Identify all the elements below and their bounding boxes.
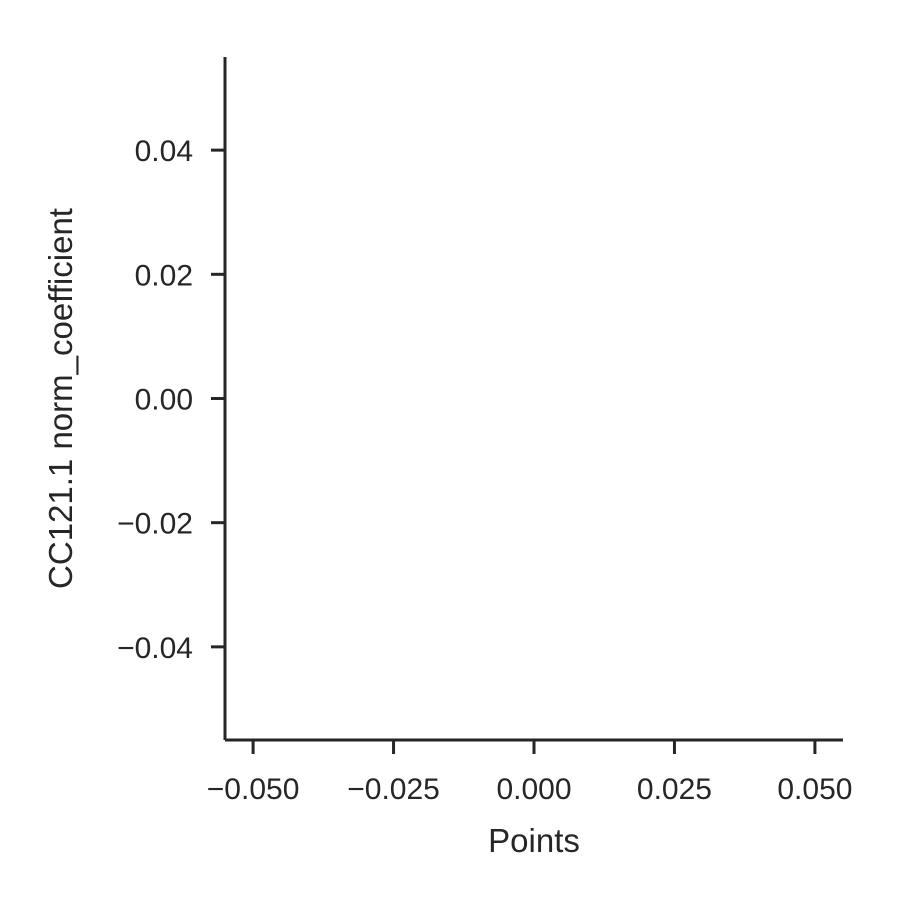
- y-axis-ticks: −0.04 −0.02 0.00 0.02 0.04: [117, 135, 225, 665]
- x-tick-label: −0.025: [347, 773, 440, 806]
- x-tick-label: 0.000: [496, 773, 571, 806]
- x-tick-label: −0.050: [207, 773, 300, 806]
- y-tick-label: 0.00: [135, 384, 193, 417]
- y-axis-label: CC121.1 norm_coefficient: [42, 208, 79, 589]
- x-axis-label: Points: [488, 822, 580, 859]
- x-tick-label: 0.025: [637, 773, 712, 806]
- x-tick-label: 0.050: [777, 773, 852, 806]
- y-tick-label: 0.04: [135, 135, 193, 168]
- y-tick-label: 0.02: [135, 259, 193, 292]
- x-axis-ticks: −0.050 −0.025 0.000 0.025 0.050: [207, 740, 852, 806]
- y-tick-label: −0.04: [117, 632, 193, 665]
- y-tick-label: −0.02: [117, 508, 193, 541]
